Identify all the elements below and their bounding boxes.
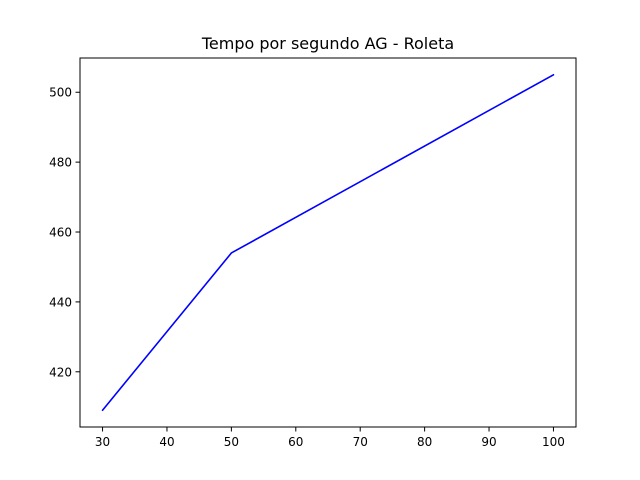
chart-title: Tempo por segundo AG - Roleta: [201, 34, 454, 53]
x-axis: 30 40 50 60 70 80 90 100: [95, 427, 565, 449]
y-tick-label-2: 460: [49, 226, 72, 240]
x-tick-label-6: 90: [481, 435, 496, 449]
y-axis: 420 440 460 480 500: [49, 86, 80, 379]
y-tick-label-0: 420: [49, 365, 72, 379]
series-line-0: [101, 73, 555, 412]
y-tick-label-3: 480: [49, 156, 72, 170]
x-tick-label-1: 40: [159, 435, 174, 449]
x-tick-label-4: 70: [353, 435, 368, 449]
x-tick-label-0: 30: [95, 435, 110, 449]
x-tick-label-7: 100: [542, 435, 565, 449]
y-tick-label-1: 440: [49, 295, 72, 309]
x-tick-label-3: 60: [288, 435, 303, 449]
x-tick-label-2: 50: [224, 435, 239, 449]
x-tick-label-5: 80: [417, 435, 432, 449]
plot-series: [101, 73, 555, 412]
plot-area-frame: [79, 57, 577, 428]
y-tick-label-4: 500: [49, 86, 72, 100]
